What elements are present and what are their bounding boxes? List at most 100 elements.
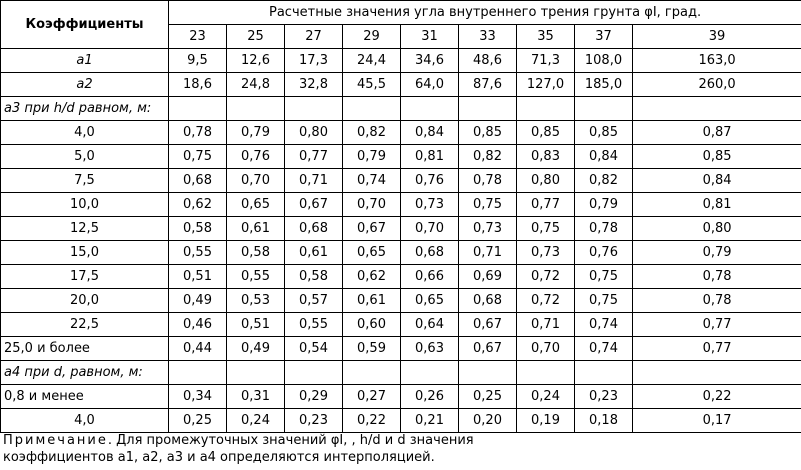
cell-value: 0,62 [342,264,401,289]
cell-value: 0,73 [458,216,517,241]
row-label: 12,5 [0,216,169,241]
table-row: a2 18,6 24,8 32,8 45,5 64,0 87,6 127,0 185,0 260,… [0,72,801,97]
cell-value: 0,24 [226,408,285,433]
cell-value: 0,58 [284,264,343,289]
angle-header-37: 37 [574,24,633,49]
cell-value: 0,84 [574,144,633,169]
empty-cell [458,360,517,385]
cell-value: 0,63 [400,336,459,361]
cell-value: 0,78 [574,216,633,241]
cell-value: 18,6 [168,72,227,97]
row-label: 17,5 [0,264,169,289]
section-label: a3 при h/d равном, м: [0,96,169,121]
table-row: 4,0 0,78 0,79 0,80 0,82 0,84 0,85 0,85 0,85 0,87 [0,120,801,145]
cell-value: 0,58 [168,216,227,241]
angle-header-27: 27 [284,24,343,49]
cell-value: 0,79 [342,144,401,169]
angle-header-row: 23 25 27 29 31 33 35 37 39 [1,24,801,49]
cell-value: 0,70 [516,336,575,361]
cell-value: 0,27 [342,384,401,409]
cell-value: 0,46 [168,312,227,337]
cell-value: 0,61 [226,216,285,241]
cell-value: 185,0 [574,72,633,97]
cell-value: 0,73 [516,240,575,265]
cell-value: 0,75 [458,192,517,217]
cell-value: 0,72 [516,288,575,313]
cell-value: 0,22 [342,408,401,433]
row-label: 20,0 [0,288,169,313]
angle-span-header: Расчетные значения угла внутреннего трен… [167,0,801,25]
empty-cell [458,96,517,121]
cell-value: 0,82 [574,168,633,193]
cell-value: 0,71 [284,168,343,193]
cell-value: 0,74 [574,312,633,337]
cell-value: 0,78 [631,288,801,313]
empty-cell [168,96,227,121]
empty-cell [342,96,401,121]
cell-value: 0,26 [400,384,459,409]
cell-value: 0,69 [458,264,517,289]
cell-value: 0,76 [574,240,633,265]
angle-header-25: 25 [226,24,285,49]
empty-cell [400,360,459,385]
table-row: 22,5 0,46 0,51 0,55 0,60 0,64 0,67 0,71 0,74 0,77 [0,312,801,337]
cell-value: 0,67 [284,192,343,217]
cell-value: 0,81 [631,192,801,217]
cell-value: 0,84 [400,120,459,145]
empty-cell [284,360,343,385]
cell-value: 0,81 [400,144,459,169]
cell-value: 0,29 [284,384,343,409]
footnote: Примечание. Для промежуточных значений φ… [3,432,793,466]
cell-value: 0,85 [516,120,575,145]
cell-value: 0,78 [168,120,227,145]
section-row: a3 при h/d равном, м: [0,96,801,121]
cell-value: 0,25 [168,408,227,433]
table-row: a1 9,5 12,6 17,3 24,4 34,6 48,6 71,3 108,0 163,0 [0,48,801,73]
table-row: 15,0 0,55 0,58 0,61 0,65 0,68 0,71 0,73 0,76 0,79 [0,240,801,265]
cell-value: 0,68 [284,216,343,241]
cell-value: 0,19 [516,408,575,433]
table-row: 25,0 и более 0,44 0,49 0,54 0,59 0,63 0,67 0,70… [0,336,801,361]
cell-value: 87,6 [458,72,517,97]
cell-value: 0,49 [226,336,285,361]
table-row: 5,0 0,75 0,76 0,77 0,79 0,81 0,82 0,83 0,84 0,85 [0,144,801,169]
cell-value: 0,31 [226,384,285,409]
cell-value: 0,82 [458,144,517,169]
cell-value: 0,18 [574,408,633,433]
cell-value: 0,80 [516,168,575,193]
row-label: 4,0 [0,408,169,433]
row-label: 25,0 и более [0,336,169,361]
cell-value: 34,6 [400,48,459,73]
empty-cell [574,360,633,385]
empty-cell [284,96,343,121]
cell-value: 0,75 [168,144,227,169]
row-label: a2 [0,72,169,97]
table-row: 17,5 0,51 0,55 0,58 0,62 0,66 0,69 0,72 0,75 0,78 [0,264,801,289]
cell-value: 108,0 [574,48,633,73]
cell-value: 0,51 [226,312,285,337]
cell-value: 0,78 [631,264,801,289]
cell-value: 0,64 [400,312,459,337]
cell-value: 0,80 [284,120,343,145]
cell-value: 0,74 [574,336,633,361]
cell-value: 48,6 [458,48,517,73]
angle-header-39: 39 [631,24,801,49]
angle-header-29: 29 [342,24,401,49]
cell-value: 0,70 [400,216,459,241]
empty-cell [631,96,801,121]
angle-header-33: 33 [458,24,517,49]
cell-value: 45,5 [342,72,401,97]
table-row: 4,0 0,25 0,24 0,23 0,22 0,21 0,20 0,19 0,18 0,17 [0,408,801,433]
cell-value: 17,3 [284,48,343,73]
row-label: 4,0 [0,120,169,145]
row-label: 10,0 [0,192,169,217]
empty-cell [226,96,285,121]
cell-value: 0,70 [342,192,401,217]
empty-cell [516,360,575,385]
cell-value: 0,70 [226,168,285,193]
cell-value: 0,67 [458,312,517,337]
cell-value: 0,78 [458,168,517,193]
cell-value: 0,55 [284,312,343,337]
cell-value: 0,49 [168,288,227,313]
cell-value: 0,77 [284,144,343,169]
